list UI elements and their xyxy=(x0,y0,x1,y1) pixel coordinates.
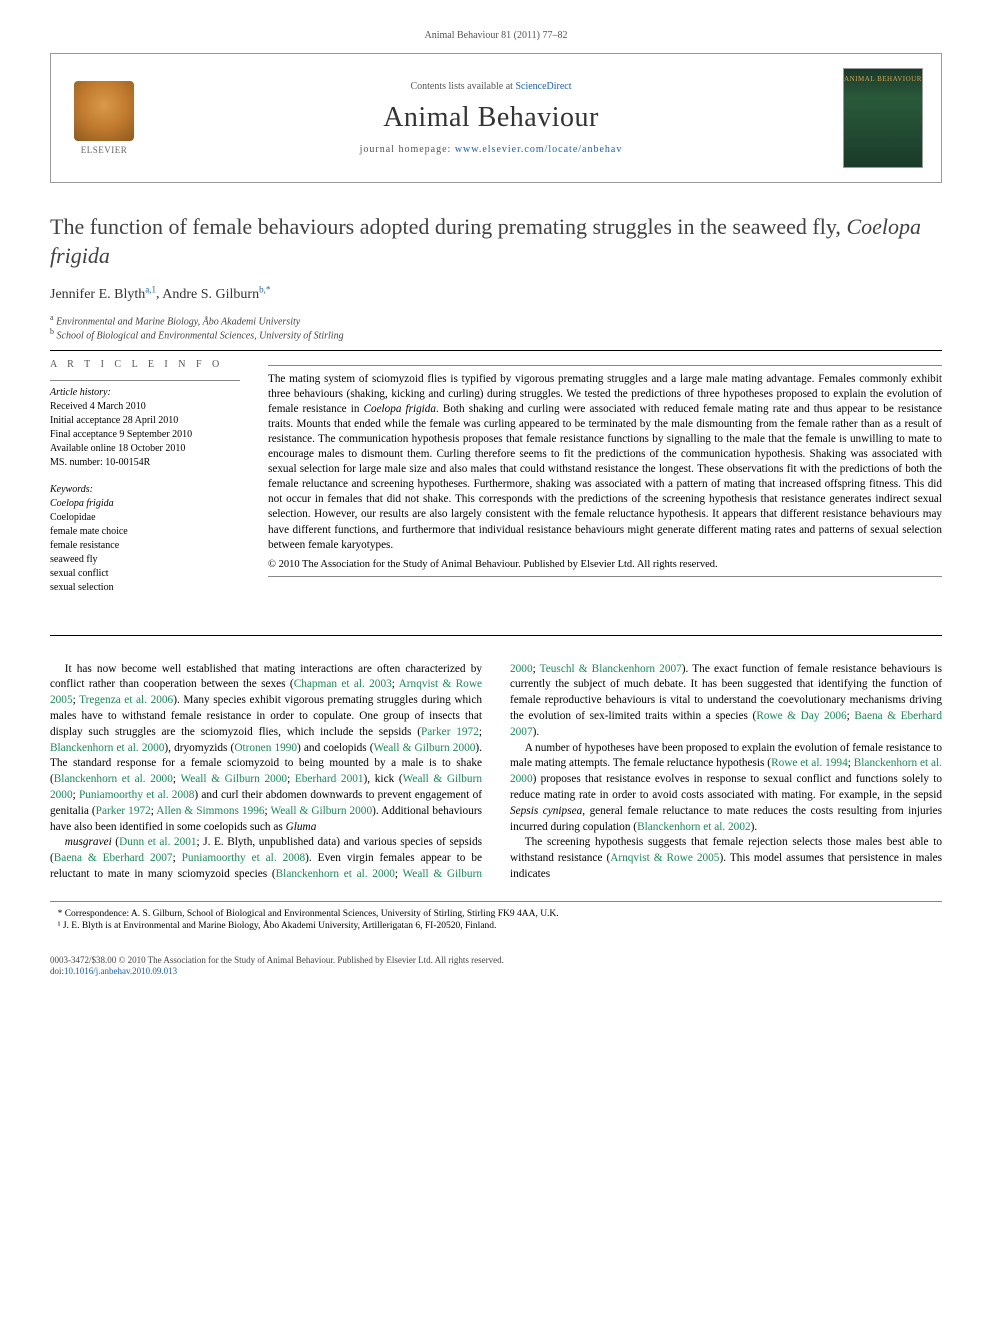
keyword: sexual selection xyxy=(50,581,240,595)
authors-line: Jennifer E. Blytha,1, Andre S. Gilburnb,… xyxy=(50,284,942,303)
citation-link[interactable]: Dunn et al. 2001 xyxy=(119,836,196,848)
affiliation-line: b School of Biological and Environmental… xyxy=(50,327,942,341)
history-line: Final acceptance 9 September 2010 xyxy=(50,428,240,442)
running-header: Animal Behaviour 81 (2011) 77–82 xyxy=(50,30,942,41)
elsevier-tree-icon xyxy=(74,81,134,141)
abstract-top-rule xyxy=(268,365,942,366)
copyright-line: © 2010 The Association for the Study of … xyxy=(268,559,942,570)
citation-link[interactable]: Weall & Gilburn 2000 xyxy=(374,742,476,754)
doi-block: 0003-3472/$38.00 © 2010 The Association … xyxy=(50,955,942,978)
citation-link[interactable]: Blanckenhorn et al. 2000 xyxy=(54,773,173,785)
history-line: Received 4 March 2010 xyxy=(50,400,240,414)
history-heading: Article history: xyxy=(50,387,240,398)
cover-thumb-title: ANIMAL BEHAVIOUR xyxy=(844,75,922,83)
keyword: seaweed fly xyxy=(50,553,240,567)
footnote-line: * Correspondence: A. S. Gilburn, School … xyxy=(50,908,942,920)
journal-cover-thumbnail[interactable]: ANIMAL BEHAVIOUR xyxy=(843,68,923,168)
abstract-text: The mating system of sciomyzoid flies is… xyxy=(268,372,942,553)
citation-link[interactable]: Blanckenhorn et al. 2000 xyxy=(276,868,395,880)
citation-link[interactable]: Teuschl & Blanckenhorn 2007 xyxy=(540,663,682,675)
citation-link[interactable]: Eberhard 2001 xyxy=(295,773,364,785)
history-lines: Received 4 March 2010Initial acceptance … xyxy=(50,400,240,470)
footnotes: * Correspondence: A. S. Gilburn, School … xyxy=(50,901,942,933)
homepage-prefix: journal homepage: xyxy=(360,144,455,155)
keyword: female resistance xyxy=(50,539,240,553)
keywords-heading: Keywords: xyxy=(50,484,240,495)
keywords-list: Coelopa frigidaCoelopidaefemale mate cho… xyxy=(50,497,240,595)
citation-link[interactable]: Otronen 1990 xyxy=(234,742,297,754)
affiliations: a Environmental and Marine Biology, Åbo … xyxy=(50,313,942,342)
citation-link[interactable]: Baena & Eberhard 2007 xyxy=(510,710,942,738)
history-line: MS. number: 10-00154R xyxy=(50,456,240,470)
body-text: It has now become well established that … xyxy=(50,662,942,883)
citation-link[interactable]: Rowe et al. 1994 xyxy=(771,757,848,769)
sciencedirect-link[interactable]: ScienceDirect xyxy=(515,81,571,92)
history-line: Initial acceptance 28 April 2010 xyxy=(50,414,240,428)
citation-link[interactable]: Baena & Eberhard 2007 xyxy=(54,852,173,864)
citation-link[interactable]: Weall & Gilburn 2000 xyxy=(270,805,372,817)
citation-link[interactable]: Puniamoorthy et al. 2008 xyxy=(182,852,306,864)
keyword: Coelopa frigida xyxy=(50,497,240,511)
elsevier-logo[interactable]: ELSEVIER xyxy=(69,78,139,158)
abstract-bottom-rule xyxy=(268,576,942,577)
citation-link[interactable]: Puniamoorthy et al. 2008 xyxy=(79,789,194,801)
doi-prefix: doi: xyxy=(50,966,64,976)
affiliation-line: a Environmental and Marine Biology, Åbo … xyxy=(50,313,942,327)
contents-prefix: Contents lists available at xyxy=(410,81,515,92)
keyword: sexual conflict xyxy=(50,567,240,581)
citation-link[interactable]: Blanckenhorn et al. 2000 xyxy=(50,742,164,754)
author: Jennifer E. Blytha,1 xyxy=(50,287,156,302)
article-title: The function of female behaviours adopte… xyxy=(50,213,942,270)
citation-link[interactable]: Arnqvist & Rowe 2005 xyxy=(610,852,719,864)
info-abstract-row: A R T I C L E I N F O Article history: R… xyxy=(50,359,942,595)
article-info-block: A R T I C L E I N F O Article history: R… xyxy=(50,359,240,595)
citation-link[interactable]: Tregenza et al. 2006 xyxy=(79,694,173,706)
info-subrule xyxy=(50,380,240,381)
section-rule xyxy=(50,350,942,351)
body-paragraph: It has now become well established that … xyxy=(50,662,482,836)
journal-homepage-link[interactable]: www.elsevier.com/locate/anbehav xyxy=(455,144,623,155)
keyword: female mate choice xyxy=(50,525,240,539)
doi-line: doi:10.1016/j.anbehav.2010.09.013 xyxy=(50,966,942,978)
citation-link[interactable]: Blanckenhorn et al. 2000 xyxy=(510,757,942,785)
issn-copyright-line: 0003-3472/$38.00 © 2010 The Association … xyxy=(50,955,942,967)
masthead-center: Contents lists available at ScienceDirec… xyxy=(157,81,825,155)
citation-link[interactable]: Parker 1972 xyxy=(96,805,151,817)
history-line: Available online 18 October 2010 xyxy=(50,442,240,456)
abstract-column: The mating system of sciomyzoid flies is… xyxy=(268,359,942,595)
footnote-line: ¹ J. E. Blyth is at Environmental and Ma… xyxy=(50,920,942,932)
body-paragraph: A number of hypotheses have been propose… xyxy=(510,741,942,836)
author: Andre S. Gilburnb,* xyxy=(162,287,270,302)
body-rule xyxy=(50,635,942,636)
citation-link[interactable]: Rowe & Day 2006 xyxy=(756,710,846,722)
journal-name: Animal Behaviour xyxy=(157,102,825,134)
citation-link[interactable]: Chapman et al. 2003 xyxy=(294,678,392,690)
journal-masthead: ELSEVIER Contents lists available at Sci… xyxy=(50,53,942,183)
title-plain: The function of female behaviours adopte… xyxy=(50,214,846,239)
journal-homepage-line: journal homepage: www.elsevier.com/locat… xyxy=(157,144,825,155)
keyword: Coelopidae xyxy=(50,511,240,525)
doi-link[interactable]: 10.1016/j.anbehav.2010.09.013 xyxy=(64,966,177,976)
body-paragraph: The screening hypothesis suggests that f… xyxy=(510,835,942,882)
contents-available-line: Contents lists available at ScienceDirec… xyxy=(157,81,825,92)
keywords-block: Keywords: Coelopa frigidaCoelopidaefemal… xyxy=(50,484,240,595)
citation-link[interactable]: Allen & Simmons 1996 xyxy=(156,805,264,817)
citation-link[interactable]: Blanckenhorn et al. 2002 xyxy=(637,821,751,833)
citation-link[interactable]: Parker 1972 xyxy=(421,726,479,738)
article-info-heading: A R T I C L E I N F O xyxy=(50,359,240,370)
elsevier-label: ELSEVIER xyxy=(81,145,128,155)
citation-link[interactable]: Weall & Gilburn 2000 xyxy=(180,773,287,785)
